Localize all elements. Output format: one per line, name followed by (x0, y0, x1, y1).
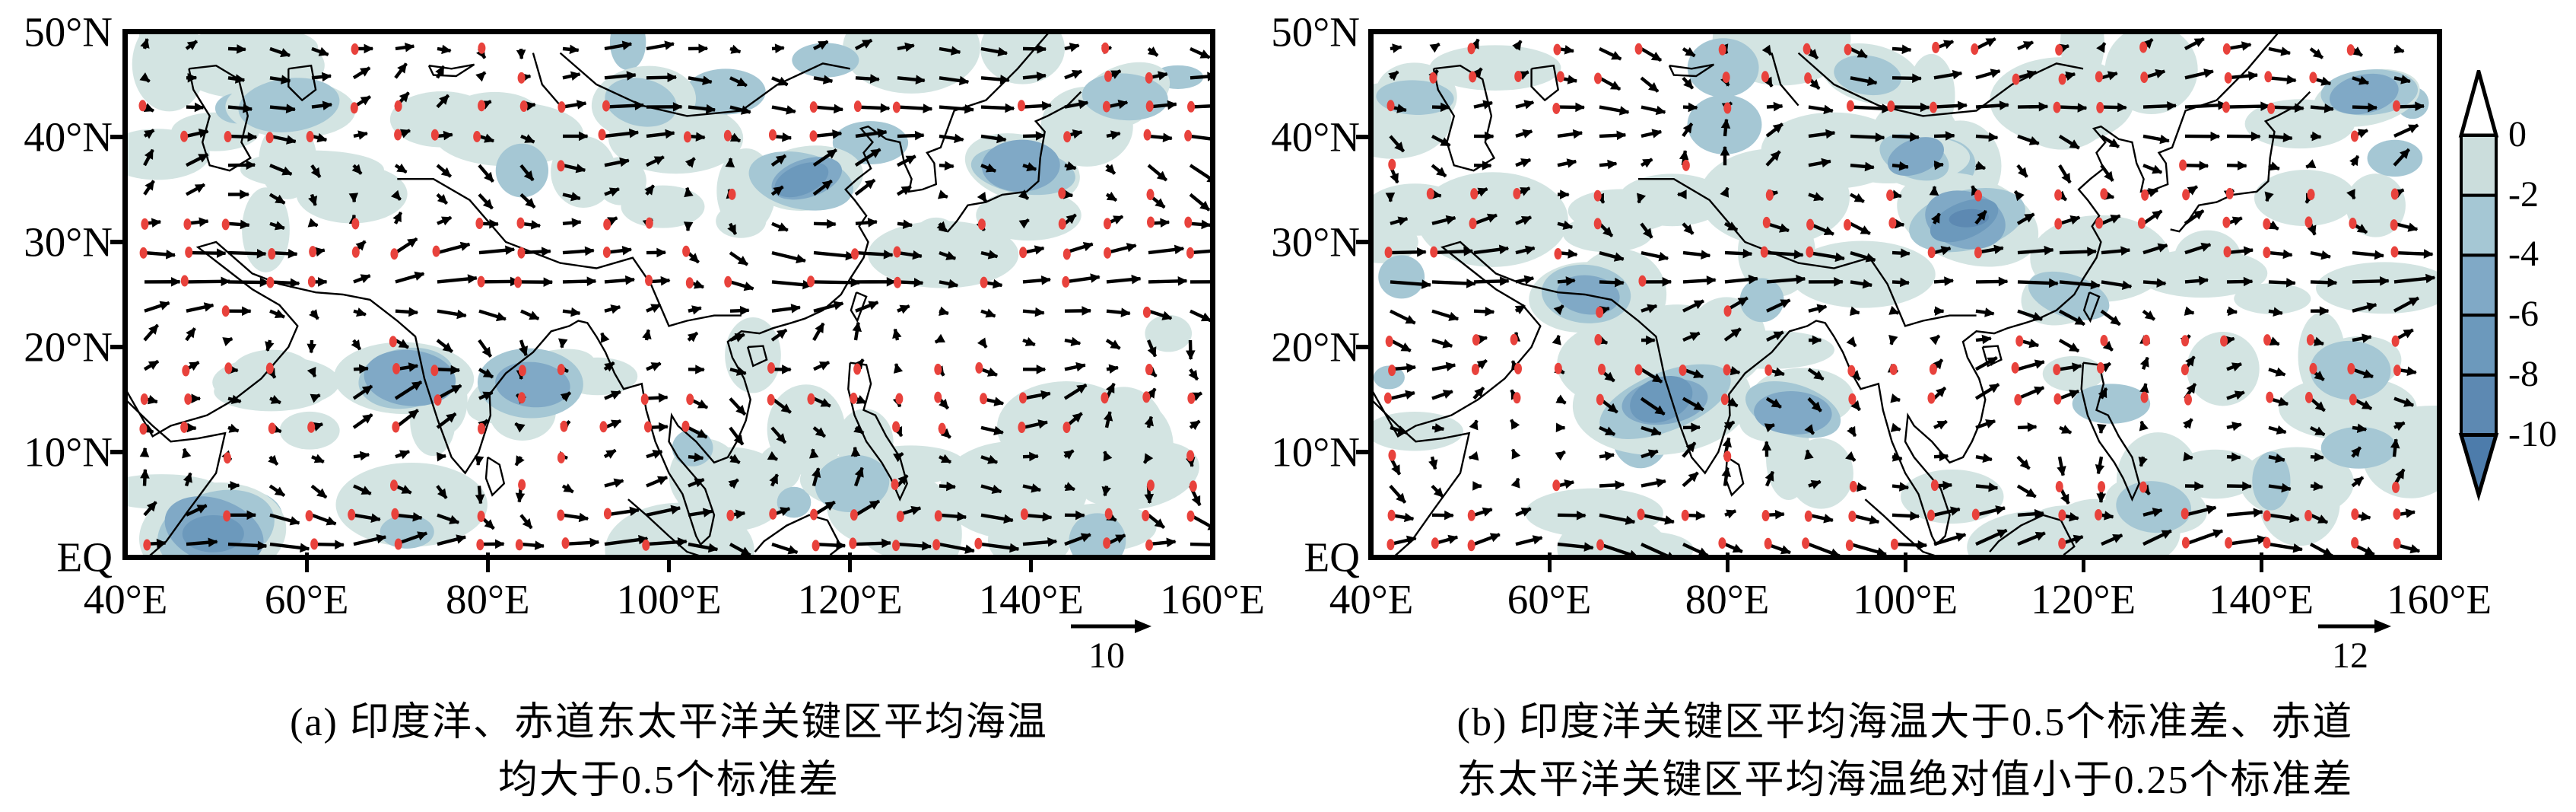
colorbar-tick-label: -4 (2508, 234, 2539, 275)
lon-tick-label: 100°E (1852, 576, 1958, 623)
map-panel-a (99, 2, 1230, 599)
lat-tick-label: EQ (1304, 533, 1360, 581)
map-panel-b (1333, 0, 2490, 586)
lon-tick-label: 80°E (1685, 576, 1770, 623)
colorbar-tick-label: -6 (2508, 294, 2539, 335)
map-canvas-a (99, 2, 1230, 599)
reference-vector-b (2318, 613, 2393, 641)
lon-tick-mark (2259, 552, 2263, 572)
lat-tick-label: 40°N (1271, 113, 1360, 161)
lat-tick-label: 40°N (24, 113, 113, 161)
reference-vector-a (1071, 613, 1153, 641)
colorbar (2455, 64, 2508, 504)
vector-field-layer (1385, 37, 2436, 562)
lon-tick-label: 60°E (1507, 576, 1592, 623)
lon-tick-label: 160°E (2386, 576, 2492, 623)
lon-tick-label: 120°E (2030, 576, 2136, 623)
panel-caption-a: (a) 印度洋、赤道东太平洋关键区平均海温 均大于0.5个标准差 (125, 694, 1212, 810)
lon-tick-label: 160°E (1159, 576, 1266, 623)
lon-tick-mark (2081, 552, 2085, 572)
reference-vector-arrow (1071, 619, 1151, 633)
lat-tick-mark (1356, 240, 1371, 244)
lon-tick-label: 100°E (616, 576, 722, 623)
colorbar-tick-label: -10 (2508, 413, 2557, 454)
lon-tick-mark (304, 552, 309, 572)
lon-tick-mark (485, 552, 490, 572)
shading-layer (1333, 0, 2490, 586)
reference-vector-arrow (2318, 619, 2391, 633)
colorbar-tick-label: -2 (2508, 174, 2539, 215)
lat-tick-label: 50°N (1271, 8, 1360, 56)
lat-tick-label: 30°N (1271, 218, 1360, 266)
lon-tick-mark (1547, 552, 1552, 572)
caption-line: 东太平洋关键区平均海温绝对值小于0.25个标准差 (1456, 759, 2354, 802)
lat-tick-label: 20°N (24, 323, 113, 371)
reference-vector-label: 10 (1088, 635, 1125, 676)
caption-line: (b) 印度洋关键区平均海温大于0.5个标准差、赤道 (1456, 701, 2354, 744)
lon-tick-mark (1725, 552, 1730, 572)
panel-caption-b: (b) 印度洋关键区平均海温大于0.5个标准差、赤道 东太平洋关键区平均海温绝对值… (1371, 694, 2439, 810)
lon-tick-mark (667, 552, 671, 572)
lat-tick-mark (1356, 345, 1371, 349)
caption-line: (a) 印度洋、赤道东太平洋关键区平均海温 (290, 701, 1048, 744)
lon-tick-label: 140°E (978, 576, 1084, 623)
lon-tick-mark (1029, 552, 1034, 572)
significance-dots-layer (1383, 41, 2401, 552)
lon-tick-label: 140°E (2208, 576, 2314, 623)
lon-tick-label: 40°E (1329, 576, 1414, 623)
lat-tick-mark (110, 345, 125, 349)
lat-tick-mark (1356, 135, 1371, 139)
reference-vector-label: 12 (2332, 635, 2368, 676)
lat-tick-label: 10°N (24, 428, 113, 476)
significance-dots-layer (138, 42, 1197, 552)
lat-tick-label: 20°N (1271, 323, 1360, 371)
lon-tick-mark (1903, 552, 1907, 572)
lat-tick-label: 10°N (1271, 428, 1360, 476)
map-canvas-b (1333, 0, 2490, 586)
lat-tick-mark (1356, 450, 1371, 454)
lon-tick-label: 60°E (264, 576, 349, 623)
lat-tick-mark (110, 450, 125, 454)
lon-tick-mark (848, 552, 853, 572)
lat-tick-label: 50°N (24, 8, 113, 56)
caption-line: 均大于0.5个标准差 (497, 759, 840, 802)
coastline-layer (1370, 31, 2311, 559)
lon-tick-label: 80°E (446, 576, 530, 623)
lon-tick-label: 120°E (797, 576, 903, 623)
colorbar-tick-label: -8 (2508, 353, 2539, 394)
lat-tick-mark (110, 135, 125, 139)
lat-tick-label: 30°N (24, 218, 113, 266)
lat-tick-mark (110, 240, 125, 244)
colorbar-canvas (2458, 64, 2499, 502)
lon-tick-label: 40°E (83, 576, 168, 623)
lat-tick-label: EQ (56, 533, 113, 581)
shading-layer (99, 2, 1204, 599)
colorbar-tick-label: 0 (2508, 114, 2527, 155)
